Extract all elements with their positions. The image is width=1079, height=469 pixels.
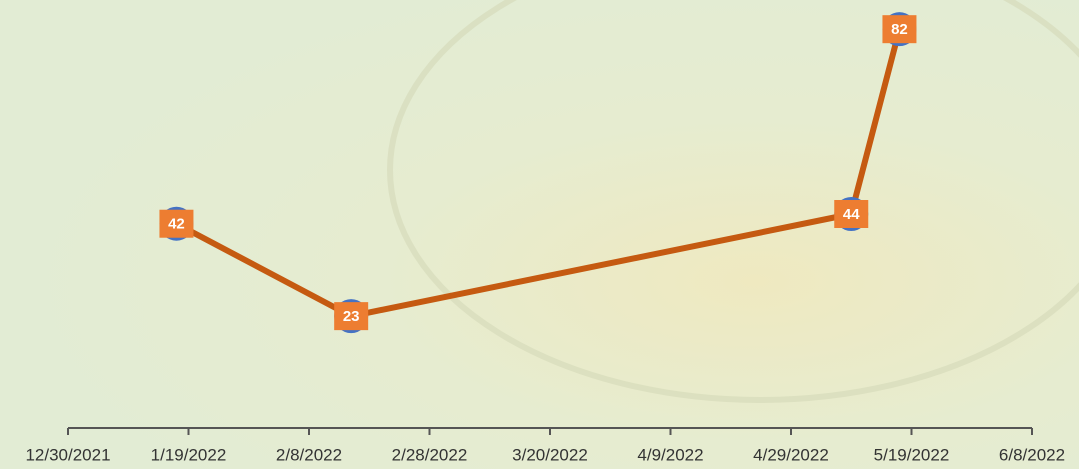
value-label: 44 [843, 206, 860, 223]
x-tick-label: 4/9/2022 [637, 445, 703, 464]
x-tick-label: 1/19/2022 [151, 445, 227, 464]
x-tick-label: 2/28/2022 [392, 445, 468, 464]
value-label: 42 [168, 216, 185, 233]
x-tick-label: 6/8/2022 [999, 445, 1065, 464]
x-tick-label: 4/29/2022 [753, 445, 829, 464]
x-tick-label: 5/19/2022 [874, 445, 950, 464]
x-tick-label: 2/8/2022 [276, 445, 342, 464]
value-label: 82 [891, 21, 908, 38]
chart: 12/30/2021 1/19/2022 2/8/2022 2/28/2022 3/20… [0, 0, 1079, 469]
x-tick-label: 3/20/2022 [512, 445, 588, 464]
value-label: 23 [343, 308, 360, 325]
x-tick-label: 12/30/2021 [25, 445, 110, 464]
